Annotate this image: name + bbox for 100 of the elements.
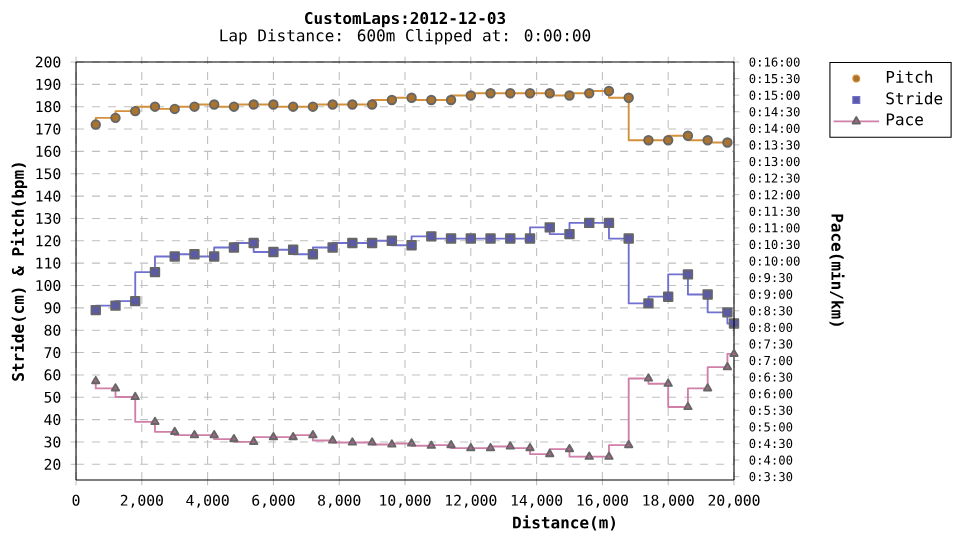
- point: [307, 101, 319, 112]
- point: [624, 439, 634, 449]
- point: [564, 228, 575, 240]
- point: [209, 429, 219, 439]
- point: [268, 246, 279, 258]
- point: [524, 233, 536, 244]
- x-axis-title: Distance(m): [513, 515, 615, 531]
- point: [90, 119, 101, 130]
- chart-subtitle: Lap Distance: 600m Clipped at: 0:00:00: [220, 28, 591, 45]
- point: [130, 391, 140, 401]
- point: [287, 244, 299, 255]
- point: [525, 442, 535, 452]
- point: [465, 233, 477, 244]
- point: [366, 237, 378, 249]
- y-axis-title: Stride(cm) & Pitch(bpm): [10, 163, 28, 381]
- point: [229, 433, 239, 443]
- point: [327, 435, 338, 444]
- point: [288, 431, 298, 441]
- point: [248, 237, 259, 249]
- point: [426, 440, 436, 449]
- point: [406, 240, 417, 251]
- point: [603, 85, 615, 97]
- point: [327, 242, 338, 253]
- point: [465, 90, 477, 101]
- point: [682, 130, 694, 141]
- point: [544, 222, 555, 233]
- point: [169, 103, 180, 115]
- point: [702, 289, 713, 300]
- point: [702, 135, 713, 146]
- point: [189, 101, 200, 112]
- point: [643, 135, 654, 146]
- point: [149, 266, 161, 278]
- point: [643, 298, 654, 309]
- point: [90, 304, 101, 316]
- point: [662, 135, 674, 146]
- point: [386, 94, 398, 106]
- point: [446, 439, 456, 449]
- legend-label: Pitch: [886, 70, 933, 83]
- point: [722, 307, 733, 318]
- chart-title: CustomLaps:2012-12-03: [305, 12, 506, 28]
- point: [189, 249, 200, 260]
- point: [505, 441, 515, 450]
- point: [505, 88, 516, 99]
- point: [545, 448, 555, 458]
- point: [287, 101, 299, 112]
- point: [91, 375, 101, 385]
- point: [169, 251, 180, 262]
- point: [505, 233, 516, 244]
- point: [347, 237, 358, 249]
- point: [683, 401, 693, 411]
- point: [485, 88, 496, 99]
- point: [564, 443, 575, 453]
- point: [347, 99, 358, 110]
- point: [485, 442, 496, 452]
- point: [268, 431, 279, 441]
- point: [249, 436, 259, 445]
- point: [327, 99, 338, 110]
- point: [564, 90, 575, 101]
- point: [445, 94, 457, 106]
- point: [248, 99, 259, 110]
- legend-label: Pace: [886, 113, 923, 126]
- point: [268, 99, 279, 110]
- point: [307, 249, 319, 260]
- point: [623, 92, 634, 103]
- point: [150, 416, 160, 425]
- point: [228, 101, 240, 112]
- point: [110, 300, 121, 311]
- point: [703, 383, 713, 392]
- point: [722, 137, 733, 148]
- point: [110, 112, 121, 124]
- point: [682, 269, 694, 280]
- point: [603, 217, 615, 229]
- point: [347, 437, 357, 446]
- point: [584, 451, 594, 460]
- point: [663, 378, 673, 387]
- point: [623, 233, 634, 244]
- point: [130, 105, 141, 117]
- point: [367, 437, 377, 446]
- point: [445, 233, 457, 244]
- point: [387, 439, 397, 448]
- point: [386, 235, 398, 247]
- point: [426, 94, 437, 106]
- point: [426, 231, 437, 242]
- point: [524, 88, 536, 99]
- point: [584, 88, 595, 99]
- point: [662, 291, 674, 302]
- point: [208, 99, 220, 110]
- point: [170, 426, 180, 435]
- point: [406, 92, 417, 103]
- legend-label: Stride: [886, 92, 943, 105]
- point: [466, 442, 476, 452]
- point: [485, 233, 496, 244]
- point: [406, 438, 417, 447]
- point: [643, 373, 654, 382]
- point: [584, 217, 595, 229]
- point: [149, 101, 161, 112]
- point: [130, 295, 141, 307]
- point: [228, 242, 240, 253]
- point: [604, 451, 614, 460]
- point: [308, 429, 318, 439]
